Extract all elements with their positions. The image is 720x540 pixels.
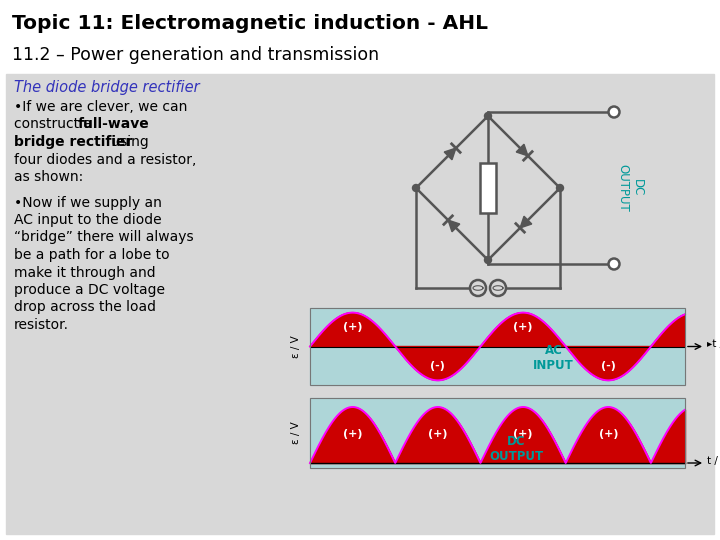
Text: ▸t / s: ▸t / s [707,340,720,349]
Text: AC input to the diode: AC input to the diode [14,213,161,227]
Text: (+): (+) [598,429,618,439]
Text: The diode bridge rectifier: The diode bridge rectifier [14,80,199,95]
Text: four diodes and a resistor,: four diodes and a resistor, [14,152,197,166]
Text: bridge rectifier: bridge rectifier [14,135,132,149]
Bar [6,74,714,534]
Circle shape [485,112,492,119]
Text: “bridge” there will always: “bridge” there will always [14,231,194,245]
Circle shape [485,256,492,264]
Text: (-): (-) [601,361,616,371]
Bar [310,308,685,385]
Text: •If we are clever, we can: •If we are clever, we can [14,100,187,114]
Circle shape [413,185,420,192]
Polygon shape [516,144,528,156]
Bar [310,308,685,385]
Text: •Now if we supply an: •Now if we supply an [14,195,162,210]
Text: ε / V: ε / V [291,335,301,358]
Polygon shape [444,148,456,160]
Circle shape [608,259,619,269]
Text: ε / V: ε / V [291,422,301,444]
Text: make it through and: make it through and [14,266,156,280]
Bar [310,398,685,468]
Text: AC
INPUT: AC INPUT [534,345,574,373]
Text: be a path for a lobe to: be a path for a lobe to [14,248,170,262]
Text: as shown:: as shown: [14,170,84,184]
Text: (+): (+) [343,322,362,332]
Polygon shape [520,216,532,228]
Text: produce a DC voltage: produce a DC voltage [14,283,165,297]
Text: (+): (+) [513,429,533,439]
Text: (+): (+) [513,322,533,332]
Text: DC
OUTPUT: DC OUTPUT [616,164,644,212]
Text: construct a: construct a [14,118,96,132]
Bar [310,398,685,468]
Text: DC
OUTPUT: DC OUTPUT [489,435,544,463]
Text: drop across the load: drop across the load [14,300,156,314]
Text: full-wave: full-wave [78,118,150,132]
Circle shape [608,106,619,118]
Text: Topic 11: Electromagnetic induction - AHL: Topic 11: Electromagnetic induction - AH… [12,14,488,33]
Circle shape [490,280,506,296]
Text: (+): (+) [428,429,448,439]
Text: (+): (+) [343,429,362,439]
Text: using: using [107,135,149,149]
Bar [480,163,496,213]
Polygon shape [448,220,460,232]
Text: 11.2 – Power generation and transmission: 11.2 – Power generation and transmission [12,46,379,64]
Text: resistor.: resistor. [14,318,69,332]
Text: (-): (-) [431,361,445,371]
Circle shape [557,185,564,192]
Text: t / s: t / s [707,456,720,466]
Circle shape [470,280,486,296]
